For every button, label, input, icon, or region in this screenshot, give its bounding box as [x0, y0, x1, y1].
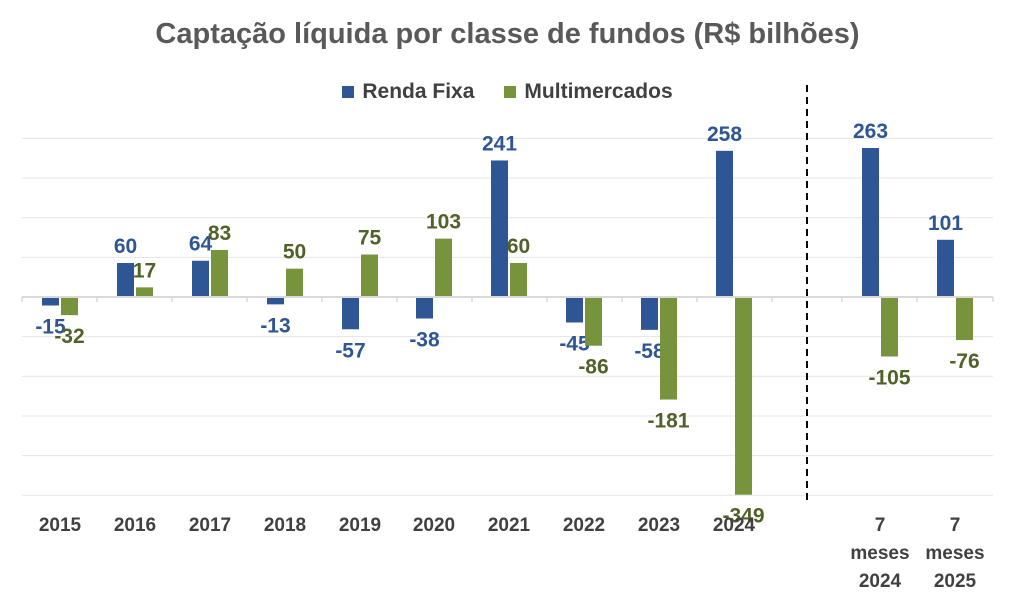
bar-renda-fixa — [267, 297, 284, 305]
data-label-multimercados: 83 — [208, 222, 231, 245]
bar-renda-fixa — [862, 148, 879, 297]
bar-renda-fixa — [192, 260, 209, 297]
bar-multimercados — [286, 268, 303, 297]
data-label-renda-fixa: -38 — [409, 329, 440, 352]
bar-multimercados — [435, 238, 452, 297]
data-label-renda-fixa: 258 — [707, 123, 742, 146]
bar-renda-fixa — [342, 297, 359, 330]
data-label-renda-fixa: 241 — [482, 132, 517, 155]
x-tick-label-line: meses — [925, 543, 984, 564]
x-tick-label-line: 2022 — [563, 515, 605, 536]
x-tick-label: 7 meses 2025 — [925, 515, 984, 592]
data-label-multimercados: -86 — [578, 356, 608, 379]
bar-multimercados — [735, 297, 752, 495]
legend-item-renda-fixa: Renda Fixa — [342, 80, 474, 104]
bar-multimercados — [136, 287, 153, 297]
bar-renda-fixa — [566, 297, 583, 323]
x-tick-label: 2024 — [713, 515, 756, 536]
x-tick-label-line: 2025 — [934, 571, 977, 592]
x-tick-label-line: 2024 — [859, 571, 902, 592]
data-label-renda-fixa: -15 — [35, 315, 66, 338]
legend-label-renda-fixa: Renda Fixa — [362, 80, 475, 103]
data-label-multimercados: 75 — [358, 227, 382, 250]
x-tick-label-line: 2024 — [713, 515, 756, 536]
bar-renda-fixa — [416, 297, 433, 319]
x-tick-label-line: 7 — [950, 515, 961, 536]
bar-multimercados — [660, 297, 677, 400]
x-tick-label: 2016 — [114, 515, 156, 536]
bar-renda-fixa — [937, 239, 954, 297]
bar-multimercados — [881, 297, 898, 357]
x-tick-label: 2021 — [488, 515, 531, 536]
x-tick-label-line: meses — [850, 543, 909, 564]
bar-multimercados — [361, 254, 378, 297]
legend-label-multimercados: Multimercados — [524, 80, 673, 103]
data-label-renda-fixa: 60 — [114, 235, 137, 258]
x-tick-label: 7 meses 2024 — [850, 515, 909, 592]
bar-renda-fixa — [716, 150, 733, 297]
x-tick-label-line: 2019 — [339, 515, 381, 536]
data-label-multimercados: -105 — [868, 366, 910, 389]
x-tick-label: 2019 — [339, 515, 381, 536]
data-label-multimercados: -76 — [949, 350, 979, 373]
data-label-renda-fixa: 101 — [928, 212, 963, 235]
x-tick-label-line: 2018 — [264, 515, 306, 536]
bar-multimercados — [61, 297, 78, 316]
x-tick-label-line: 2023 — [638, 515, 680, 536]
bar-renda-fixa — [491, 160, 508, 297]
x-tick-label: 2023 — [638, 515, 680, 536]
x-tick-label-line: 2016 — [114, 515, 156, 536]
data-label-renda-fixa: -58 — [634, 340, 665, 363]
legend-swatch-multimercados — [504, 86, 517, 98]
bar-multimercados — [956, 297, 973, 341]
data-label-renda-fixa: -45 — [559, 332, 590, 355]
bar-multimercados — [585, 297, 602, 346]
legend-item-multimercados: Multimercados — [504, 80, 673, 104]
data-label-multimercados: 60 — [507, 235, 530, 258]
data-label-multimercados: -181 — [647, 410, 689, 433]
data-label-renda-fixa: 263 — [853, 120, 888, 143]
data-label-multimercados: 17 — [133, 259, 156, 282]
bar-multimercados — [211, 249, 228, 297]
data-label-multimercados: 50 — [283, 241, 306, 264]
x-tick-label-line: 2015 — [39, 515, 82, 536]
data-label-multimercados: -349 — [722, 505, 764, 528]
x-tick-label: 2020 — [413, 515, 455, 536]
x-tick-label: 2015 — [39, 515, 82, 536]
bar-multimercados — [510, 263, 527, 297]
legend: Renda Fixa Multimercados — [0, 80, 1015, 104]
x-tick-label: 2017 — [189, 515, 231, 536]
data-label-multimercados: 103 — [426, 211, 461, 234]
bar-renda-fixa — [117, 263, 134, 297]
data-label-renda-fixa: -57 — [335, 339, 365, 362]
chart-title: Captação líquida por classe de fundos (R… — [155, 18, 860, 50]
bar-renda-fixa — [641, 297, 658, 330]
x-tick-label: 2018 — [264, 515, 306, 536]
legend-swatch-renda-fixa — [342, 86, 355, 98]
data-label-renda-fixa: -13 — [260, 314, 290, 337]
x-tick-label: 2022 — [563, 515, 605, 536]
bar-renda-fixa — [42, 297, 59, 306]
x-tick-label-line: 2021 — [488, 515, 531, 536]
data-label-multimercados: -32 — [54, 325, 84, 348]
x-tick-label-line: 2020 — [413, 515, 455, 536]
data-label-renda-fixa: 64 — [189, 233, 213, 256]
x-tick-label-line: 7 — [875, 515, 886, 536]
x-tick-label-line: 2017 — [189, 515, 231, 536]
